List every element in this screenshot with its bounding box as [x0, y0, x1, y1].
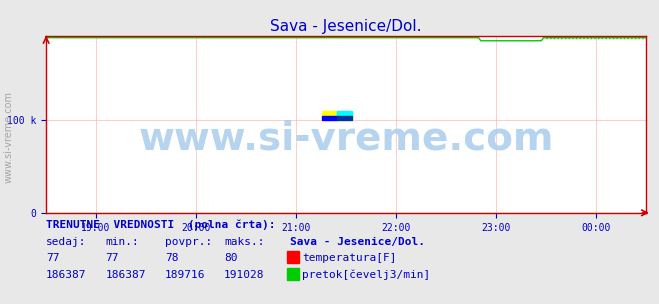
Text: 189716: 189716 — [165, 270, 205, 280]
Text: Sava - Jesenice/Dol.: Sava - Jesenice/Dol. — [290, 237, 425, 247]
Text: sedaj:: sedaj: — [46, 237, 86, 247]
Title: Sava - Jesenice/Dol.: Sava - Jesenice/Dol. — [270, 19, 422, 34]
Text: www.si-vreme.com: www.si-vreme.com — [3, 91, 13, 183]
Text: 77: 77 — [46, 254, 59, 264]
Bar — [337, 116, 352, 120]
Text: 186387: 186387 — [105, 270, 146, 280]
Text: 186387: 186387 — [46, 270, 86, 280]
Text: povpr.:: povpr.: — [165, 237, 212, 247]
Text: pretok[čevelj3/min]: pretok[čevelj3/min] — [302, 270, 430, 280]
Bar — [337, 112, 352, 116]
Text: min.:: min.: — [105, 237, 139, 247]
Text: maks.:: maks.: — [224, 237, 264, 247]
Text: TRENUTNE  VREDNOSTI  (polna črta):: TRENUTNE VREDNOSTI (polna črta): — [46, 219, 275, 230]
Text: www.si-vreme.com: www.si-vreme.com — [138, 120, 554, 158]
Bar — [322, 112, 337, 116]
Text: 80: 80 — [224, 254, 237, 264]
Text: temperatura[F]: temperatura[F] — [302, 254, 396, 264]
Bar — [322, 116, 337, 120]
Text: 78: 78 — [165, 254, 178, 264]
Text: 191028: 191028 — [224, 270, 264, 280]
Text: 77: 77 — [105, 254, 119, 264]
